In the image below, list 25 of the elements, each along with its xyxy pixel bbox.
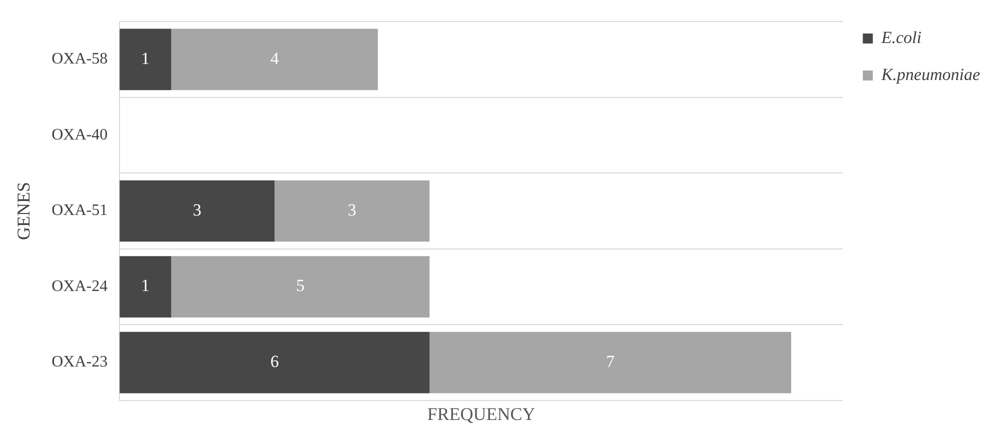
data-label: 4 [270,48,280,68]
bar [120,256,172,318]
y-tick-label: OXA-51 [52,202,108,220]
data-label: 1 [141,48,150,68]
y-tick-label: OXA-24 [52,278,108,295]
data-label: 1 [141,276,150,296]
y-tick-label: OXA-58 [52,50,108,68]
bar [430,332,792,394]
bar [171,256,430,318]
bar [120,28,172,90]
legend-label: E.coli [880,28,922,47]
data-label: 3 [348,200,356,220]
y-tick-label: OXA-40 [52,126,108,144]
data-label: 7 [606,352,616,371]
y-axis-title: GENES [14,182,34,240]
bar [171,28,378,90]
x-axis-title: FREQUENCY [427,404,536,424]
bar [274,180,430,242]
data-label: 3 [192,200,202,220]
legend-label: K.pneumoniae [880,64,980,84]
data-label: 6 [270,352,279,371]
data-label: 5 [296,276,305,296]
bar [120,180,275,242]
bar [120,332,430,394]
y-tick-label: OXA-23 [52,354,108,371]
